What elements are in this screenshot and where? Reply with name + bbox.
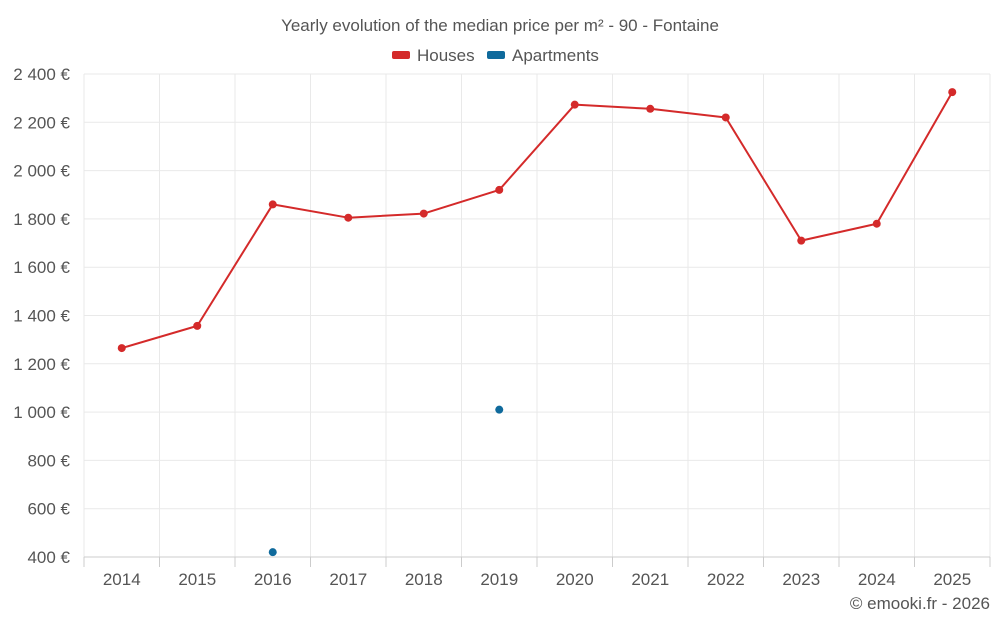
data-point-houses[interactable] — [872, 219, 881, 228]
x-tick-label: 2025 — [933, 570, 971, 589]
x-tick-label: 2015 — [178, 570, 216, 589]
series-layer — [117, 88, 957, 557]
data-point-apartments[interactable] — [268, 548, 277, 557]
data-point-houses[interactable] — [721, 113, 730, 122]
grid-layer — [83, 73, 991, 557]
axis-layer — [83, 556, 991, 567]
legend-label-apartments: Apartments — [512, 46, 599, 65]
legend-swatch-houses — [392, 51, 410, 59]
x-tick-label: 2016 — [254, 570, 292, 589]
series-line-houses — [121, 91, 954, 350]
data-point-houses[interactable] — [495, 185, 504, 194]
data-point-houses[interactable] — [570, 100, 579, 109]
x-tick-label: 2023 — [782, 570, 820, 589]
y-tick-label: 1 400 € — [13, 307, 70, 326]
y-tick-label: 400 € — [27, 548, 70, 567]
credit-text[interactable]: © emooki.fr - 2026 — [850, 594, 990, 613]
x-tick-label: 2021 — [631, 570, 669, 589]
legend-item-apartments[interactable]: Apartments — [487, 46, 599, 65]
x-tick-label: 2020 — [556, 570, 594, 589]
data-point-houses[interactable] — [268, 200, 277, 209]
data-point-houses[interactable] — [344, 213, 353, 222]
x-tick-label: 2024 — [858, 570, 896, 589]
y-tick-label: 1 200 € — [13, 355, 70, 374]
y-tick-label: 2 400 € — [13, 65, 70, 84]
legend-label-houses: Houses — [417, 46, 475, 65]
y-tick-label: 1 600 € — [13, 258, 70, 277]
chart-title: Yearly evolution of the median price per… — [281, 16, 719, 35]
data-point-houses[interactable] — [646, 104, 655, 113]
data-point-houses[interactable] — [948, 88, 957, 97]
x-tick-label: 2019 — [480, 570, 518, 589]
data-point-houses[interactable] — [797, 236, 806, 245]
x-tick-label: 2018 — [405, 570, 443, 589]
y-tick-label: 1 800 € — [13, 210, 70, 229]
y-tick-label: 1 000 € — [13, 403, 70, 422]
x-tick-label: 2022 — [707, 570, 745, 589]
label-layer: 400 € 600 € 800 € 1 000 € 1 200 € 1 400 € 1 60… — [13, 65, 971, 589]
legend-swatch-apartments — [487, 51, 505, 59]
y-tick-label: 2 200 € — [13, 113, 70, 132]
x-tick-label: 2017 — [329, 570, 367, 589]
x-tick-label: 2014 — [103, 570, 141, 589]
data-point-apartments[interactable] — [495, 405, 504, 414]
data-point-houses[interactable] — [419, 209, 428, 218]
y-tick-label: 800 € — [27, 451, 70, 470]
legend-item-houses[interactable]: Houses — [392, 46, 475, 65]
legend: Houses Apartments — [392, 46, 599, 65]
data-point-houses[interactable] — [193, 321, 202, 330]
y-tick-label: 600 € — [27, 500, 70, 519]
data-point-houses[interactable] — [117, 344, 126, 353]
y-tick-label: 2 000 € — [13, 162, 70, 181]
